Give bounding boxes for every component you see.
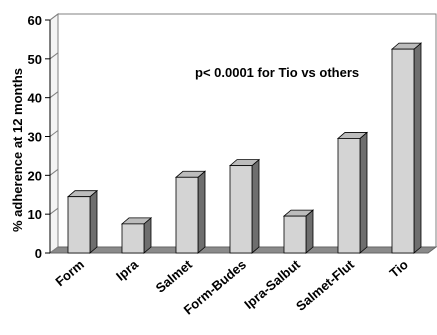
bar-tio bbox=[390, 42, 423, 254]
bar-side bbox=[251, 158, 260, 254]
y-tick-diagonal bbox=[49, 130, 59, 137]
bar-front bbox=[175, 176, 199, 254]
bar-front bbox=[121, 223, 145, 254]
chart-bars bbox=[66, 42, 423, 254]
x-tick-label: Salmet-Flut bbox=[293, 256, 357, 313]
bar-front bbox=[337, 138, 361, 254]
bar-front bbox=[67, 196, 91, 254]
bar-form-budes bbox=[228, 158, 261, 254]
y-tick-diagonal bbox=[49, 246, 59, 254]
bar-side bbox=[89, 189, 98, 254]
y-tick-label: 50 bbox=[28, 52, 42, 67]
y-tick-diagonal bbox=[49, 207, 59, 215]
x-tick-label: Salmet bbox=[153, 256, 196, 295]
bar-salmet-flut bbox=[336, 131, 369, 254]
y-tick-diagonal bbox=[49, 91, 59, 99]
y-tick-label: 30 bbox=[28, 130, 42, 145]
bar-front bbox=[391, 48, 415, 254]
x-axis-labels: Form Ipra SalmetForm-BudesIpra-SalbutSalme… bbox=[52, 256, 411, 317]
y-tick-label: 60 bbox=[28, 13, 42, 28]
y-tick-diagonal bbox=[49, 168, 59, 176]
y-tick-diagonal bbox=[49, 52, 59, 60]
bar-side bbox=[197, 170, 206, 254]
y-axis-ticks: 0 10 20 30 40 50 60 bbox=[28, 13, 59, 261]
bar-side bbox=[359, 131, 368, 254]
bar-front bbox=[283, 215, 307, 254]
y-tick-label: 10 bbox=[28, 207, 42, 222]
bar-form bbox=[66, 189, 99, 254]
bar-side bbox=[305, 209, 314, 254]
bar-side bbox=[413, 42, 422, 254]
x-tick-label: Tio bbox=[387, 257, 411, 281]
x-tick-label: Ipra bbox=[113, 256, 141, 283]
y-tick-label: 40 bbox=[28, 91, 42, 106]
y-tick-label: 0 bbox=[35, 246, 42, 261]
bar-salmet bbox=[174, 170, 207, 254]
bar-ipra bbox=[120, 217, 153, 254]
y-tick-label: 20 bbox=[28, 168, 42, 183]
y-tick-diagonal bbox=[49, 13, 59, 21]
annotation-text: p< 0.0001 for Tio vs others bbox=[195, 65, 359, 80]
y-axis-title: % adherence at 12 months bbox=[10, 68, 25, 232]
bar-ipra-salbut bbox=[282, 209, 315, 254]
bar-front bbox=[229, 165, 253, 254]
x-tick-label: Form bbox=[52, 257, 87, 289]
